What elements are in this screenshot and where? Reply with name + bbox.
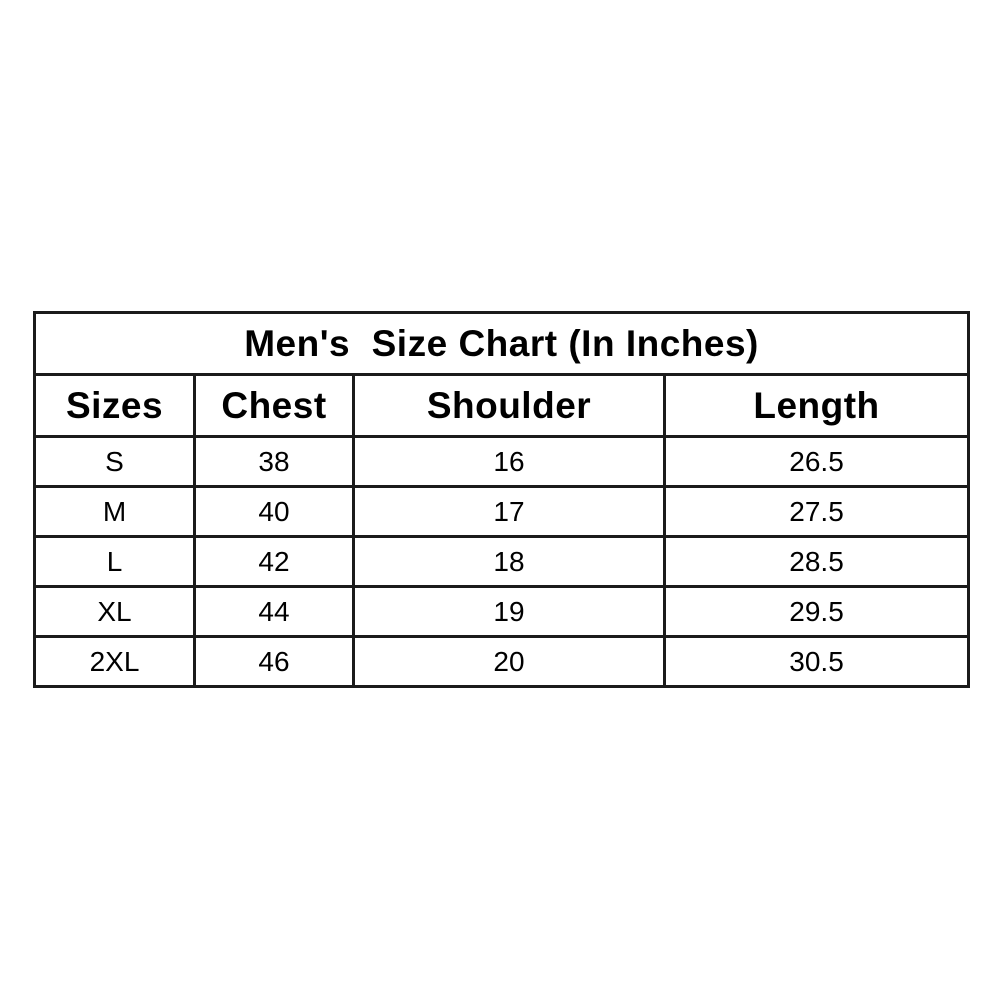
header-row: Sizes Chest Shoulder Length [33, 373, 971, 438]
length-value: 30.5 [662, 635, 971, 688]
shoulder-value: 19 [352, 585, 666, 638]
column-header-chest: Chest [193, 373, 355, 438]
column-header-length: Length [662, 373, 971, 438]
shoulder-value: 17 [352, 485, 666, 538]
length-value: 29.5 [662, 585, 971, 638]
chest-value: 46 [193, 635, 355, 688]
length-value: 27.5 [662, 485, 971, 538]
column-header-shoulder: Shoulder [352, 373, 666, 438]
size-value: 2XL [33, 635, 196, 688]
size-value: L [33, 535, 196, 588]
table-row-s: S 38 16 26.5 [33, 435, 971, 488]
length-value: 28.5 [662, 535, 971, 588]
chest-value: 38 [193, 435, 355, 488]
column-header-sizes: Sizes [33, 373, 196, 438]
shoulder-value: 16 [352, 435, 666, 488]
title-row: Men's Size Chart (In Inches) [32, 311, 971, 376]
size-chart-table: Men's Size Chart (In Inches) Sizes Chest… [32, 311, 971, 688]
chest-value: 40 [193, 485, 355, 538]
shoulder-value: 18 [352, 535, 666, 588]
shoulder-value: 20 [352, 635, 666, 688]
table-row-l: L 42 18 28.5 [33, 535, 971, 588]
chest-value: 42 [193, 535, 355, 588]
size-value: M [33, 485, 196, 538]
chest-value: 44 [193, 585, 355, 638]
table-title: Men's Size Chart (In Inches) [32, 311, 971, 376]
table-row-m: M 40 17 27.5 [33, 485, 971, 538]
size-value: S [33, 435, 196, 488]
table-row-xl: XL 44 19 29.5 [33, 585, 971, 638]
table-row-2xl: 2XL 46 20 30.5 [33, 635, 971, 688]
length-value: 26.5 [662, 435, 971, 488]
size-value: XL [33, 585, 196, 638]
